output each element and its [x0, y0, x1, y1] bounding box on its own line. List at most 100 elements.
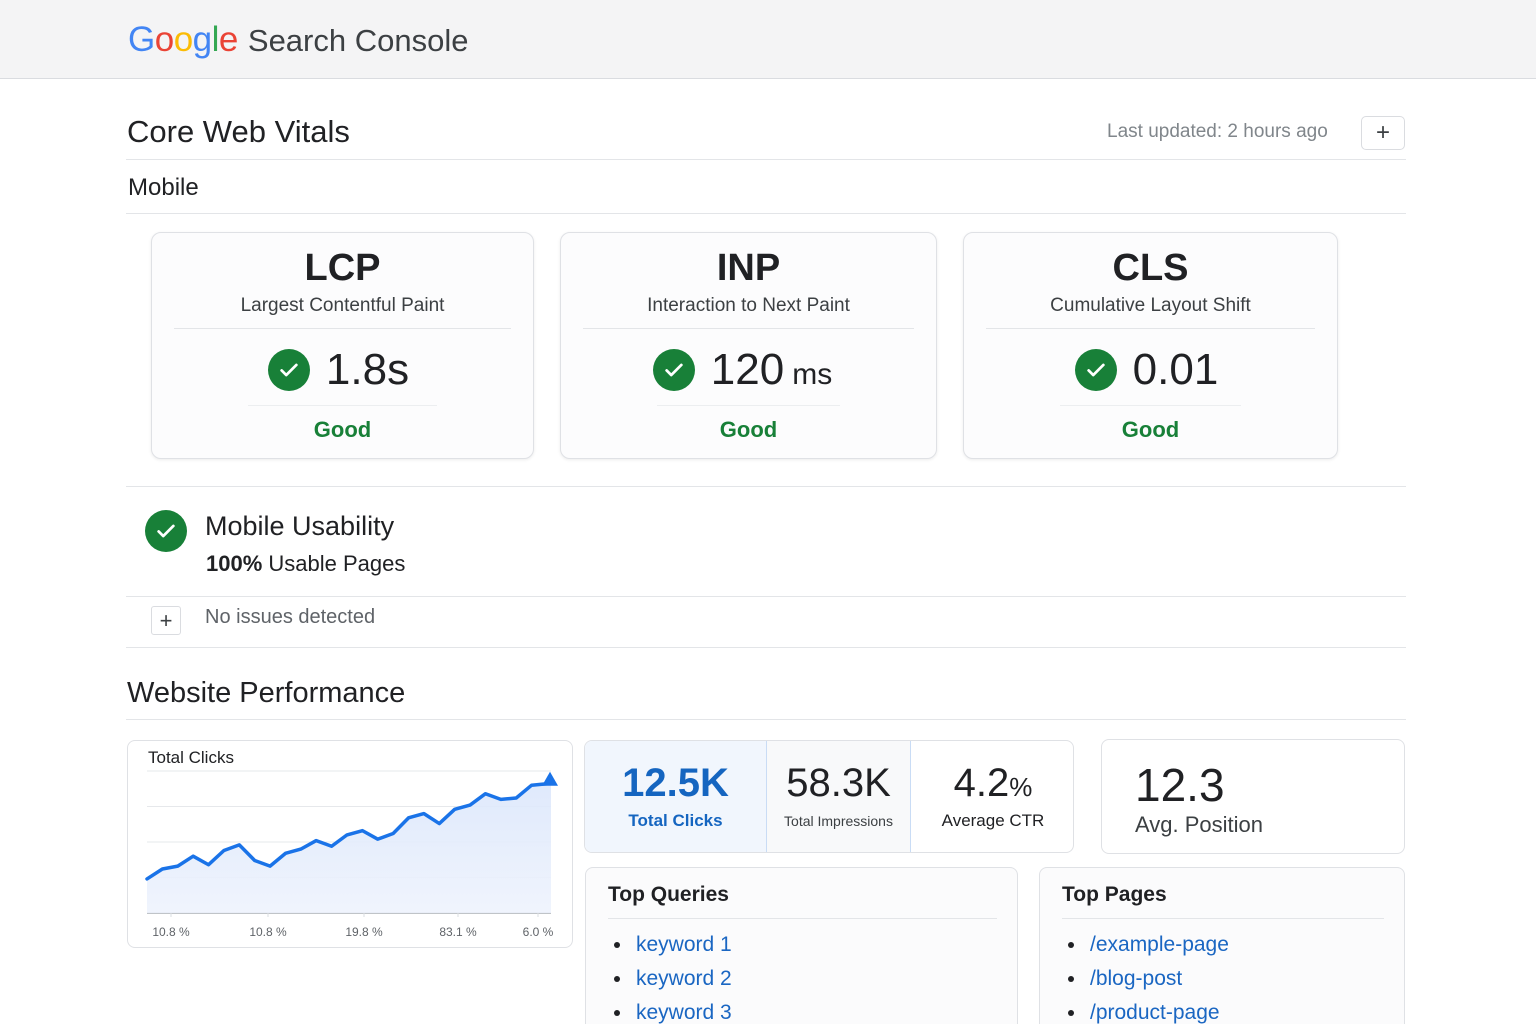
x-tick-label: 83.1 %: [439, 925, 477, 939]
trend-arrow-icon: [542, 771, 558, 786]
status-badge: Good: [719, 417, 778, 442]
bullet-icon: [614, 942, 620, 948]
page-link[interactable]: /example-page: [1090, 933, 1229, 956]
total-clicks-chart-card[interactable]: Total Clicks 10.8 % 10.8 % 19.8 % 83.1 % 6.0…: [127, 740, 573, 948]
top-pages-title: Top Pages: [1062, 883, 1167, 906]
list-item: keyword 1: [614, 928, 732, 962]
vital-value: 120 ms: [711, 345, 832, 395]
status-badge: Good: [313, 417, 372, 442]
x-tick-label: 6.0 %: [523, 925, 554, 939]
page-link[interactable]: /blog-post: [1090, 967, 1183, 990]
last-updated-text: Last updated: 2 hours ago: [1107, 121, 1328, 142]
query-link[interactable]: keyword 1: [636, 933, 732, 956]
expand-issues-button[interactable]: +: [151, 606, 181, 635]
divider: [1060, 405, 1241, 406]
logo-letter: g: [192, 20, 212, 59]
vital-value-number: 120: [710, 345, 785, 394]
vital-abbr: INP: [716, 247, 781, 289]
vital-name: Cumulative Layout Shift: [1050, 295, 1251, 316]
divider: [986, 328, 1315, 329]
x-tick-label: 19.8 %: [345, 925, 383, 939]
list-item: /product-page: [1068, 996, 1229, 1024]
bullet-icon: [614, 1010, 620, 1016]
top-pages-list: /example-page /blog-post /product-page: [1068, 928, 1229, 1024]
divider: [583, 328, 914, 329]
bullet-icon: [1068, 976, 1074, 982]
vital-abbr: LCP: [304, 247, 381, 289]
divider: [126, 159, 1406, 160]
stat-label: Average CTR: [941, 811, 1045, 830]
stat-total-impressions[interactable]: 58.3K Total Impressions: [767, 741, 911, 852]
divider: [126, 486, 1406, 487]
bullet-icon: [1068, 942, 1074, 948]
divider: [608, 918, 997, 919]
vital-card-cls[interactable]: CLS Cumulative Layout Shift 0.01 Good: [963, 232, 1338, 459]
divider: [126, 719, 1406, 720]
list-item: /blog-post: [1068, 962, 1229, 996]
divider: [174, 328, 511, 329]
status-badge: Good: [1121, 417, 1180, 442]
divider: [248, 405, 437, 406]
usable-pages-summary: 100% Usable Pages: [206, 551, 405, 577]
stat-average-ctr[interactable]: 4.2% Average CTR: [911, 741, 1073, 852]
vital-card-lcp[interactable]: LCP Largest Contentful Paint 1.8s Good: [151, 232, 534, 459]
divider: [657, 405, 840, 406]
x-tick-label: 10.8 %: [152, 925, 190, 939]
stat-value: 4.2%: [911, 761, 1073, 806]
divider: [126, 596, 1406, 597]
logo-letter: G: [128, 20, 155, 59]
usable-pages-percent: 100%: [206, 551, 263, 576]
stat-value: 58.3K: [786, 761, 891, 805]
x-tick-label: 10.8 %: [249, 925, 287, 939]
avg-position-label: Avg. Position: [1135, 812, 1264, 837]
list-item: keyword 3: [614, 996, 732, 1024]
vital-value-number: 1.8s: [325, 345, 410, 394]
stat-value-number: 4.2: [953, 761, 1010, 805]
total-clicks-chart: 10.8 % 10.8 % 19.8 % 83.1 % 6.0 %: [145, 770, 558, 939]
list-item: /example-page: [1068, 928, 1229, 962]
query-link[interactable]: keyword 3: [636, 1001, 732, 1024]
vital-value: 1.8s: [326, 345, 409, 395]
issues-status-text: No issues detected: [205, 606, 376, 628]
logo-letter: l: [211, 20, 220, 59]
check-circle-icon: [267, 349, 310, 391]
top-queries-card: Top Queries keyword 1 keyword 2 keyword …: [585, 867, 1018, 1024]
stat-value-suffix: %: [1009, 772, 1033, 802]
query-link[interactable]: keyword 2: [636, 967, 732, 990]
top-queries-list: keyword 1 keyword 2 keyword 3: [614, 928, 732, 1024]
logo-letter: o: [154, 20, 174, 59]
stat-label: Total Impressions: [784, 813, 893, 829]
vital-card-inp[interactable]: INP Interaction to Next Paint 120 ms Good: [560, 232, 937, 459]
bullet-icon: [1068, 1010, 1074, 1016]
logo-letter: o: [173, 20, 193, 59]
stat-value: 12.5K: [622, 761, 729, 805]
section-title-website-performance: Website Performance: [127, 677, 406, 709]
vital-value: 0.01: [1133, 345, 1219, 395]
divider: [126, 213, 1406, 214]
top-pages-card: Top Pages /example-page /blog-post /prod…: [1039, 867, 1405, 1024]
page-title: Core Web Vitals: [127, 114, 350, 149]
check-circle-icon: [652, 349, 695, 391]
avg-position-card[interactable]: 12.3 Avg. Position: [1101, 739, 1405, 854]
usable-pages-label: Usable Pages: [268, 551, 406, 576]
logo-letter: e: [218, 20, 238, 59]
stat-total-clicks[interactable]: 12.5K Total Clicks: [585, 741, 767, 852]
check-circle-icon: [145, 510, 187, 552]
list-item: keyword 2: [614, 962, 732, 996]
page-link[interactable]: /product-page: [1090, 1001, 1220, 1024]
bullet-icon: [614, 976, 620, 982]
mobile-usability-title: Mobile Usability: [205, 511, 395, 541]
stat-label: Total Clicks: [628, 811, 723, 830]
check-circle-icon: [1074, 349, 1117, 391]
device-heading-mobile: Mobile: [128, 174, 199, 201]
add-button[interactable]: +: [1361, 116, 1405, 150]
vital-name: Largest Contentful Paint: [240, 295, 445, 316]
product-name: Search Console: [247, 23, 469, 58]
performance-stats-card: 12.5K Total Clicks 58.3K Total Impressio…: [584, 740, 1074, 853]
chart-title: Total Clicks: [148, 748, 234, 767]
top-queries-title: Top Queries: [608, 883, 729, 906]
vital-unit: ms: [792, 358, 833, 391]
divider: [1062, 918, 1384, 919]
